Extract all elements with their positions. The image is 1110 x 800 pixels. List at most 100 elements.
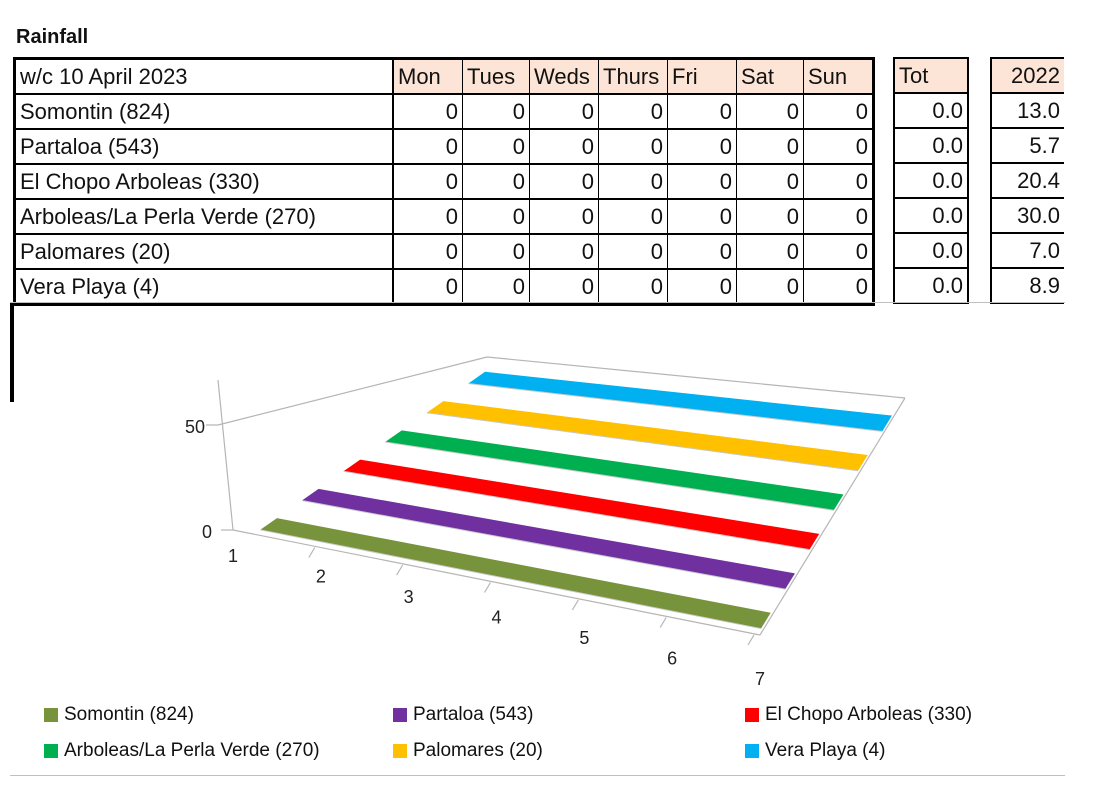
legend-label: Vera Playa (4)	[765, 740, 886, 761]
station-name: El Chopo Arboleas (330)	[14, 163, 394, 200]
prev-year-value: 20.4	[991, 163, 1064, 199]
day-value: 0	[392, 93, 463, 130]
day-header: Weds	[529, 58, 599, 95]
floor-gridline	[343, 470, 810, 551]
back-wall-top-edge	[486, 356, 906, 399]
x-tick-label: 2	[316, 567, 326, 587]
day-value: 0	[462, 233, 530, 270]
day-header: Sun	[803, 58, 874, 95]
table-row: 0.0	[894, 128, 968, 164]
day-value: 0	[667, 233, 737, 270]
day-value: 0	[529, 233, 599, 270]
floor-gridline	[260, 529, 762, 630]
y-tick-label: 0	[202, 522, 212, 542]
table-row: 0.0	[894, 93, 968, 129]
x-tick-label: 4	[491, 608, 501, 628]
week-label: w/c 10 April 2023	[14, 58, 394, 95]
x-tick-label: 3	[404, 587, 414, 607]
x-tick	[747, 634, 755, 646]
total-value: 0.0	[894, 233, 968, 269]
x-tick	[571, 599, 579, 611]
day-value: 0	[667, 93, 737, 130]
day-value: 0	[803, 268, 874, 306]
day-header: Fri	[667, 58, 737, 95]
station-name: Partaloa (543)	[14, 128, 394, 165]
day-value: 0	[598, 93, 668, 130]
table-row: El Chopo Arboleas (330) 0 0 0 0 0 0 0	[14, 163, 874, 200]
table-row: Vera Playa (4) 0 0 0 0 0 0 0	[14, 268, 874, 306]
series-band	[343, 459, 820, 550]
station-name: Arboleas/La Perla Verde (270)	[14, 198, 394, 235]
day-value: 0	[598, 128, 668, 165]
x-axis-line	[232, 529, 761, 636]
page-title: Rainfall	[16, 26, 89, 48]
x-tick	[308, 547, 316, 558]
day-value: 0	[529, 268, 599, 306]
day-value: 0	[392, 163, 463, 200]
x-tick-label: 6	[667, 649, 677, 669]
day-value: 0	[392, 198, 463, 235]
station-name: Palomares (20)	[14, 233, 394, 270]
day-value: 0	[529, 163, 599, 200]
y-axis-line	[217, 379, 234, 531]
legend-item: Vera Playa (4)	[745, 740, 885, 762]
table-row: 0.0	[894, 163, 968, 199]
series-band	[426, 401, 868, 471]
table-row: 8.9	[991, 268, 1064, 304]
day-value: 0	[598, 163, 668, 200]
day-value: 0	[462, 198, 530, 235]
day-value: 0	[736, 163, 804, 200]
previous-year-column: 2022 13.0 5.7 20.4 30.0 7.0 8.9	[990, 57, 1064, 304]
table-row: 7.0	[991, 233, 1064, 269]
series-band	[385, 430, 844, 511]
table-border-remnant	[10, 302, 14, 402]
day-value: 0	[529, 198, 599, 235]
chart-area	[10, 302, 1065, 776]
table-row: Palomares (20) 0 0 0 0 0 0 0	[14, 233, 874, 270]
total-header: Tot	[894, 58, 968, 94]
legend-label: Somontin (824)	[64, 704, 194, 725]
legend-item: Partaloa (543)	[393, 704, 533, 726]
table-row: 5.7	[991, 128, 1064, 164]
legend-swatch	[44, 708, 58, 722]
day-header: Sat	[736, 58, 804, 95]
day-value: 0	[667, 128, 737, 165]
table-row: 30.0	[991, 198, 1064, 234]
floor-gridline	[426, 412, 859, 472]
legend-swatch	[44, 744, 58, 758]
x-tick	[659, 617, 667, 628]
legend-item: Arboleas/La Perla Verde (270)	[44, 740, 320, 762]
day-value: 0	[736, 233, 804, 270]
day-value: 0	[598, 233, 668, 270]
day-value: 0	[392, 233, 463, 270]
table-row: 0.0	[894, 198, 968, 234]
day-value: 0	[462, 128, 530, 165]
day-value: 0	[529, 128, 599, 165]
legend-swatch	[745, 744, 759, 758]
total-value: 0.0	[894, 93, 968, 129]
y-tick-label: 50	[185, 417, 205, 437]
legend-swatch	[393, 708, 407, 722]
series-band	[468, 371, 892, 432]
day-value: 0	[462, 163, 530, 200]
x-tick-label: 5	[579, 628, 589, 648]
prev-year-value: 8.9	[991, 268, 1064, 304]
prev-year-value: 30.0	[991, 198, 1064, 234]
x-tick-label: 1	[228, 546, 238, 566]
legend-label: Arboleas/La Perla Verde (270)	[64, 740, 320, 761]
day-value: 0	[598, 268, 668, 306]
total-value: 0.0	[894, 128, 968, 164]
day-value: 0	[529, 93, 599, 130]
legend-item: El Chopo Arboleas (330)	[745, 704, 972, 726]
day-value: 0	[392, 268, 463, 306]
station-name: Vera Playa (4)	[14, 268, 394, 306]
prev-year-value: 5.7	[991, 128, 1064, 164]
total-column: Tot 0.0 0.0 0.0 0.0 0.0 0.0	[893, 57, 969, 304]
table-row: 20.4	[991, 163, 1064, 199]
x-tick-label: 7	[755, 669, 765, 689]
table-row: 13.0	[991, 93, 1064, 129]
day-value: 0	[736, 93, 804, 130]
station-name: Somontin (824)	[14, 93, 394, 130]
prev-year-value: 7.0	[991, 233, 1064, 269]
